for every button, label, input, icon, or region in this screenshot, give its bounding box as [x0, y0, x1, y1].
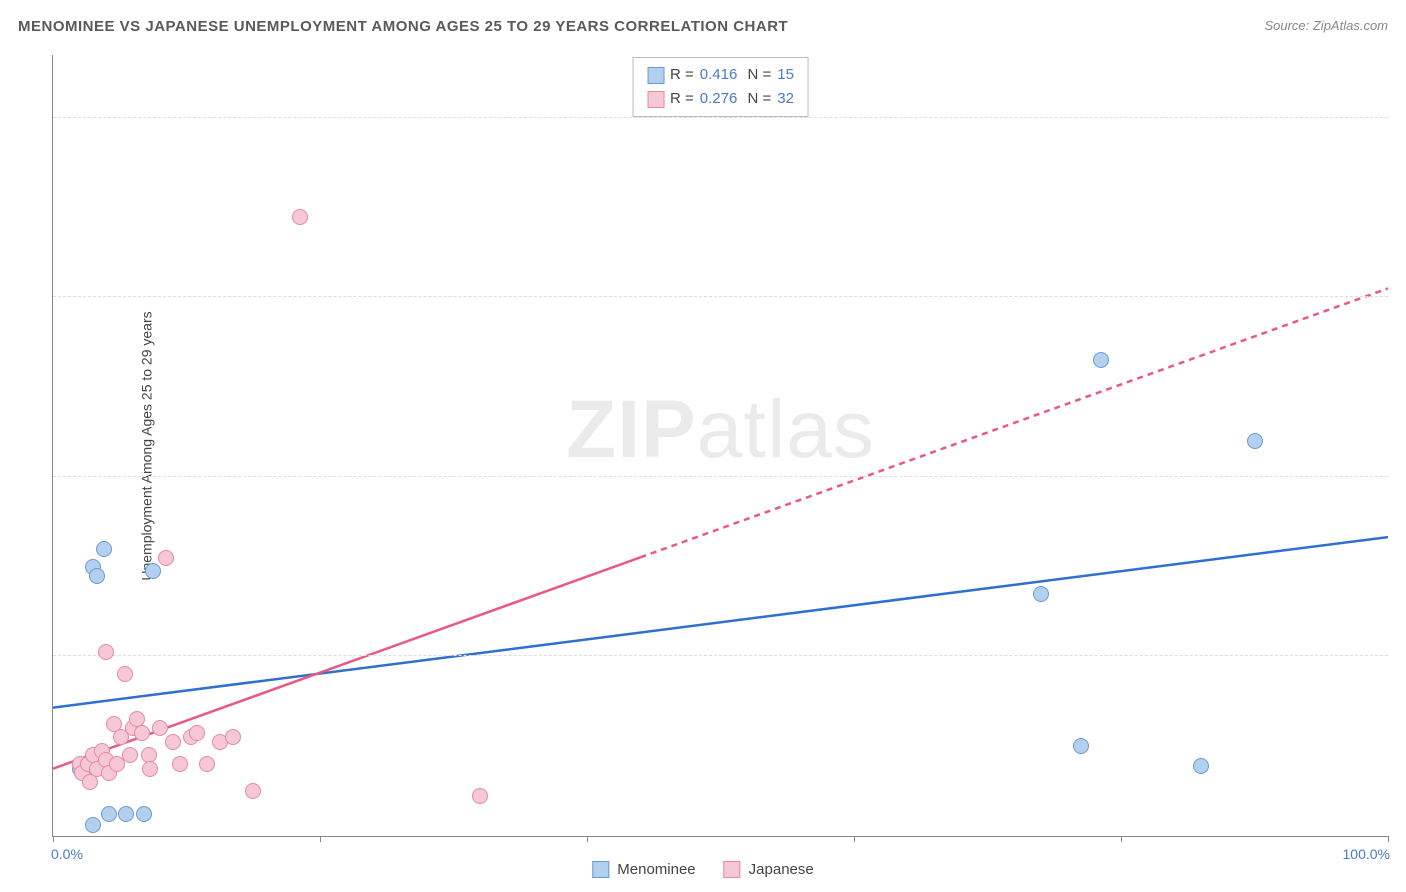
data-point: [172, 756, 188, 772]
legend-item-menominee: Menominee: [592, 861, 695, 878]
data-point: [145, 563, 161, 579]
x-tick: [587, 836, 588, 842]
x-tick: [53, 836, 54, 842]
y-tick-label: 80.0%: [1396, 94, 1406, 110]
swatch-japanese: [724, 861, 741, 878]
data-point: [89, 568, 105, 584]
source-label: Source: ZipAtlas.com: [1264, 18, 1388, 33]
data-point: [225, 729, 241, 745]
x-tick: [1121, 836, 1122, 842]
data-point: [101, 806, 117, 822]
data-point: [134, 725, 150, 741]
x-tick-label: 0.0%: [51, 846, 83, 862]
gridline: [53, 655, 1388, 656]
data-point: [98, 644, 114, 660]
chart-title: MENOMINEE VS JAPANESE UNEMPLOYMENT AMONG…: [18, 18, 788, 35]
data-point: [142, 761, 158, 777]
data-point: [117, 666, 133, 682]
y-tick-label: 20.0%: [1396, 632, 1406, 648]
stats-row-menominee: R =0.416 N =15: [647, 63, 794, 87]
data-point: [122, 747, 138, 763]
data-point: [152, 720, 168, 736]
x-tick: [320, 836, 321, 842]
trend-lines: [53, 55, 1388, 836]
data-point: [1073, 738, 1089, 754]
data-point: [118, 806, 134, 822]
watermark: ZIPatlas: [566, 383, 875, 477]
data-point: [1193, 758, 1209, 774]
y-tick-label: 60.0%: [1396, 273, 1406, 289]
swatch-menominee: [592, 861, 609, 878]
data-point: [158, 550, 174, 566]
stats-legend: R =0.416 N =15 R =0.276 N =32: [632, 57, 809, 117]
swatch-menominee: [647, 67, 664, 84]
data-point: [85, 817, 101, 833]
gridline: [53, 117, 1388, 118]
gridline: [53, 476, 1388, 477]
data-point: [1033, 586, 1049, 602]
data-point: [96, 541, 112, 557]
data-point: [136, 806, 152, 822]
data-point: [82, 774, 98, 790]
x-tick: [854, 836, 855, 842]
gridline: [53, 296, 1388, 297]
data-point: [1247, 433, 1263, 449]
data-point: [1093, 352, 1109, 368]
legend-item-japanese: Japanese: [724, 861, 814, 878]
y-tick-label: 40.0%: [1396, 453, 1406, 469]
data-point: [292, 209, 308, 225]
data-point: [245, 783, 261, 799]
data-point: [189, 725, 205, 741]
data-point: [472, 788, 488, 804]
stats-row-japanese: R =0.276 N =32: [647, 87, 794, 111]
data-point: [199, 756, 215, 772]
bottom-legend: Menominee Japanese: [592, 861, 813, 878]
data-point: [165, 734, 181, 750]
swatch-japanese: [647, 91, 664, 108]
scatter-plot-area: ZIPatlas R =0.416 N =15 R =0.276 N =32 2…: [52, 55, 1388, 837]
x-tick: [1388, 836, 1389, 842]
x-tick-label: 100.0%: [1343, 846, 1390, 862]
